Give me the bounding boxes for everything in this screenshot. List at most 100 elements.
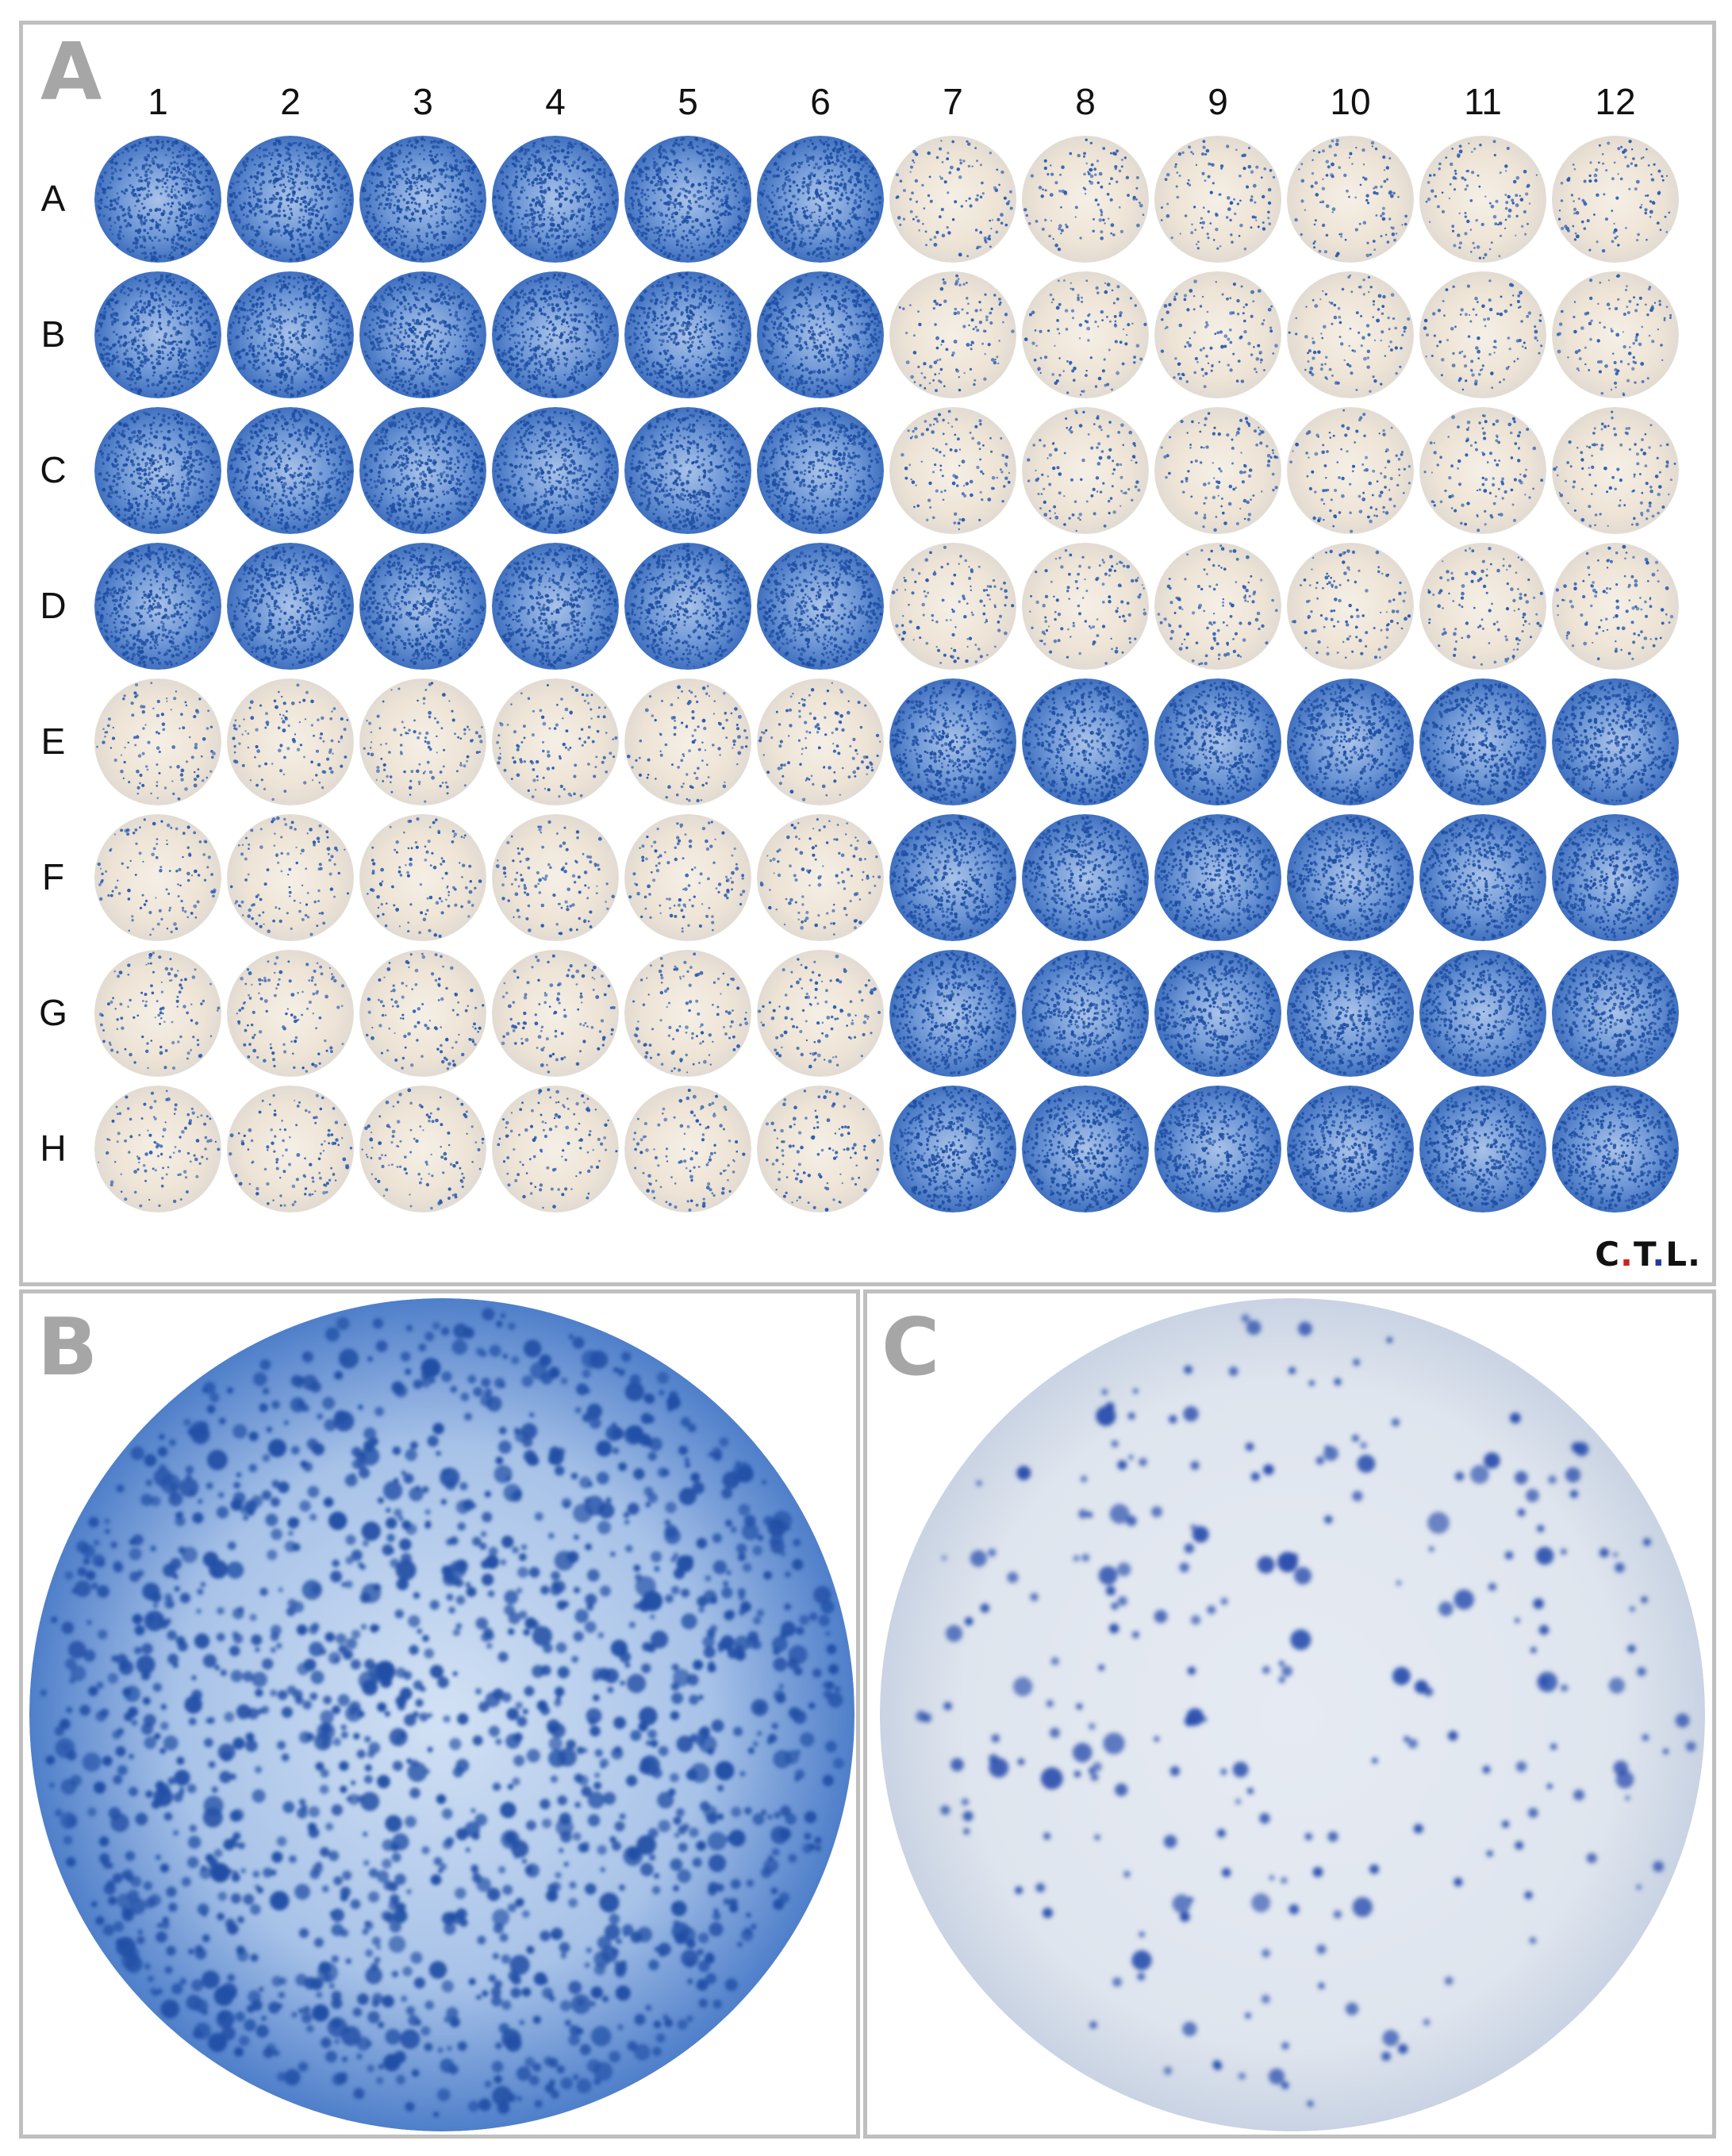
well-B5 xyxy=(624,271,751,398)
well-D3 xyxy=(359,543,486,670)
well-F12 xyxy=(1552,814,1679,941)
well-B2 xyxy=(227,271,354,398)
well-F3 xyxy=(359,814,486,941)
well-C12 xyxy=(1552,407,1679,534)
well-B6 xyxy=(757,271,884,398)
well-F7 xyxy=(889,814,1016,941)
well-C8 xyxy=(1022,407,1149,534)
well-G2 xyxy=(227,950,354,1077)
well-E10 xyxy=(1287,678,1414,805)
well-A6 xyxy=(757,136,884,263)
well-E7 xyxy=(889,678,1016,805)
well-A2 xyxy=(227,136,354,263)
panel-b-dense-well: B xyxy=(19,1289,860,2139)
well-E6 xyxy=(757,678,884,805)
well-G6 xyxy=(757,950,884,1077)
well-H9 xyxy=(1154,1086,1281,1213)
well-G5 xyxy=(624,950,751,1077)
row-label-C: C xyxy=(29,452,77,488)
row-label-H: H xyxy=(29,1130,77,1166)
well-G7 xyxy=(889,950,1016,1077)
well-B10 xyxy=(1287,271,1414,398)
well-E5 xyxy=(624,678,751,805)
column-label-11: 11 xyxy=(1451,83,1515,120)
well-F4 xyxy=(492,814,619,941)
well-F11 xyxy=(1419,814,1546,941)
well-D8 xyxy=(1022,543,1149,670)
well-F1 xyxy=(94,814,221,941)
well-H7 xyxy=(889,1086,1016,1213)
well-C5 xyxy=(624,407,751,534)
well-H11 xyxy=(1419,1086,1546,1213)
well-A9 xyxy=(1154,136,1281,263)
well-D11 xyxy=(1419,543,1546,670)
well-E8 xyxy=(1022,678,1149,805)
well-D2 xyxy=(227,543,354,670)
row-label-A: A xyxy=(29,180,77,217)
well-B12 xyxy=(1552,271,1679,398)
well-F9 xyxy=(1154,814,1281,941)
well-A3 xyxy=(359,136,486,263)
well-C1 xyxy=(94,407,221,534)
well-B8 xyxy=(1022,271,1149,398)
well-A1 xyxy=(94,136,221,263)
well-D12 xyxy=(1552,543,1679,670)
panel-c-letter: C xyxy=(881,1308,939,1387)
well-E2 xyxy=(227,678,354,805)
well-B4 xyxy=(492,271,619,398)
well-C2 xyxy=(227,407,354,534)
well-H12 xyxy=(1552,1086,1679,1213)
well-E12 xyxy=(1552,678,1679,805)
well-D9 xyxy=(1154,543,1281,670)
well-G11 xyxy=(1419,950,1546,1077)
well-D1 xyxy=(94,543,221,670)
well-B1 xyxy=(94,271,221,398)
well-H5 xyxy=(624,1086,751,1213)
well-D4 xyxy=(492,543,619,670)
well-H10 xyxy=(1287,1086,1414,1213)
well-C9 xyxy=(1154,407,1281,534)
column-label-3: 3 xyxy=(391,83,455,120)
well-F5 xyxy=(624,814,751,941)
well-H6 xyxy=(757,1086,884,1213)
ctl-logo: C.T.L. xyxy=(1595,1238,1701,1271)
well-A4 xyxy=(492,136,619,263)
well-H1 xyxy=(94,1086,221,1213)
well-G1 xyxy=(94,950,221,1077)
row-label-G: G xyxy=(29,994,77,1031)
row-label-F: F xyxy=(29,859,77,895)
column-label-2: 2 xyxy=(259,83,322,120)
column-label-10: 10 xyxy=(1319,83,1382,120)
well-B7 xyxy=(889,271,1016,398)
well-A11 xyxy=(1419,136,1546,263)
well-D6 xyxy=(757,543,884,670)
well-F10 xyxy=(1287,814,1414,941)
well-E9 xyxy=(1154,678,1281,805)
well-C7 xyxy=(889,407,1016,534)
row-label-E: E xyxy=(29,723,77,759)
well-H8 xyxy=(1022,1086,1149,1213)
panel-c-sparse-well: C xyxy=(863,1289,1716,2139)
well-C4 xyxy=(492,407,619,534)
well-A12 xyxy=(1552,136,1679,263)
well-D7 xyxy=(889,543,1016,670)
well-G9 xyxy=(1154,950,1281,1077)
column-label-8: 8 xyxy=(1054,83,1117,120)
well-H4 xyxy=(492,1086,619,1213)
well-B3 xyxy=(359,271,486,398)
well-C6 xyxy=(757,407,884,534)
well-C10 xyxy=(1287,407,1414,534)
well-B9 xyxy=(1154,271,1281,398)
panel-b-letter: B xyxy=(37,1308,98,1387)
well-D10 xyxy=(1287,543,1414,670)
column-label-4: 4 xyxy=(524,83,587,120)
well-G10 xyxy=(1287,950,1414,1077)
column-label-7: 7 xyxy=(921,83,985,120)
well-C3 xyxy=(359,407,486,534)
well-A7 xyxy=(889,136,1016,263)
row-label-D: D xyxy=(29,587,77,624)
well-H2 xyxy=(227,1086,354,1213)
well-F8 xyxy=(1022,814,1149,941)
well-F2 xyxy=(227,814,354,941)
column-label-12: 12 xyxy=(1584,83,1647,120)
